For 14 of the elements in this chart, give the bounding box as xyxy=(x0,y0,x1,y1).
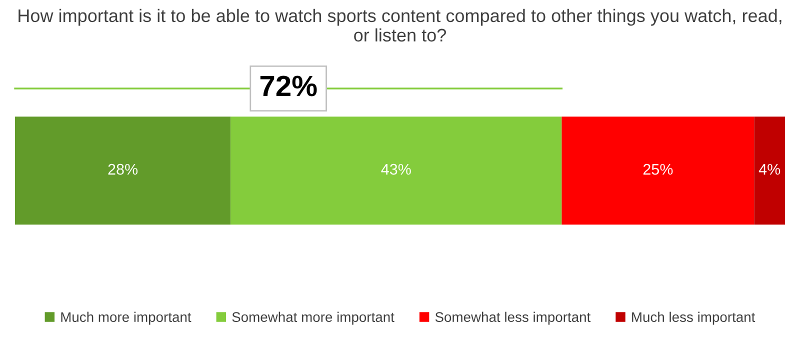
data-label: 43% xyxy=(381,164,411,175)
text: 72% xyxy=(260,76,317,96)
data-label: 25% xyxy=(643,164,673,175)
bar xyxy=(15,116,231,225)
legend-label: Somewhat less important xyxy=(435,312,591,325)
bar xyxy=(562,116,754,225)
legend-label: Much more important xyxy=(61,312,192,325)
legend-label: Much less important xyxy=(632,312,756,325)
data-label: 4% xyxy=(758,164,780,175)
legend-label: Somewhat more important xyxy=(232,312,394,325)
chart-title: How important is it to be able to watch sports content compared to other things you watch, read, or listen to? xyxy=(18,8,782,42)
bar xyxy=(230,116,562,225)
bar xyxy=(754,116,785,225)
data-label: 28% xyxy=(108,164,138,175)
